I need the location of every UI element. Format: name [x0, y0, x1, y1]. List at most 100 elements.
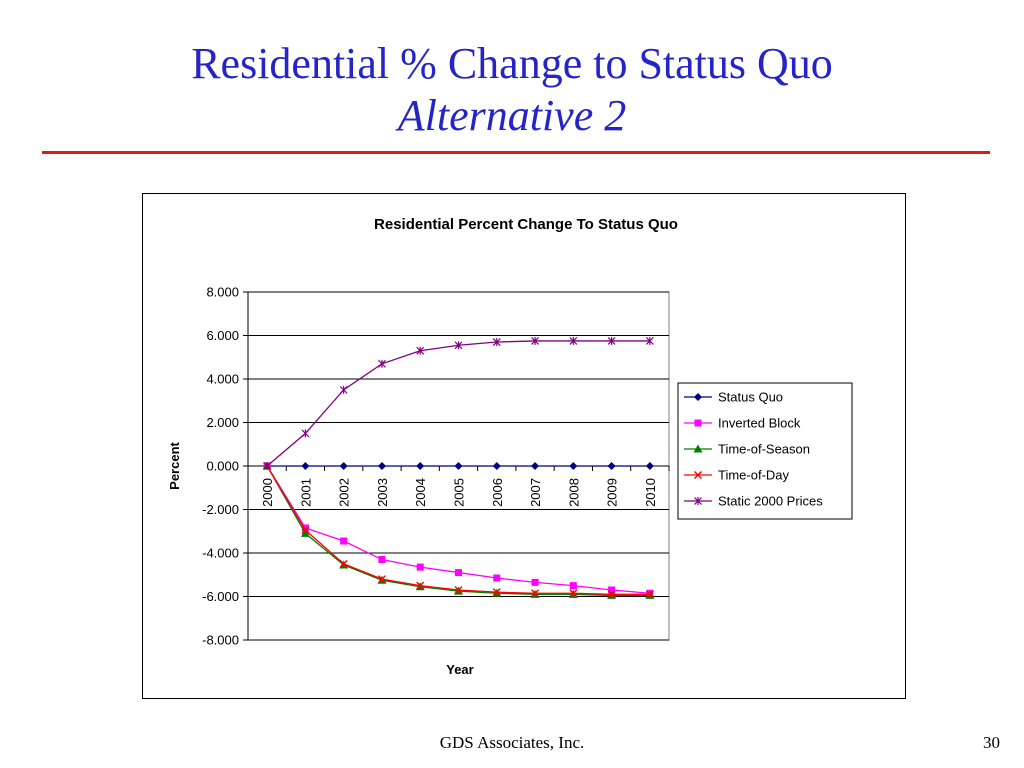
data-point	[607, 590, 616, 599]
chart-frame: Residential Percent Change To Status Quo…	[142, 193, 906, 699]
legend-marker	[693, 444, 703, 453]
marker-stroke	[492, 588, 501, 597]
marker-stroke	[301, 526, 310, 535]
data-point	[416, 346, 425, 355]
data-point	[531, 578, 539, 586]
y-axis-label: Percent	[167, 441, 182, 489]
data-point	[492, 338, 501, 347]
x-tick-label: 2008	[566, 478, 581, 507]
slide-title: Residential % Change to Status Quo Alter…	[0, 38, 1024, 142]
y-tick-label: 4.000	[206, 372, 239, 387]
data-point	[378, 556, 386, 564]
data-point	[378, 359, 386, 368]
data-point	[416, 462, 425, 470]
legend-label: Time-of-Day	[718, 468, 790, 483]
x-tick-label: 2003	[375, 478, 390, 507]
x-tick-label: 2001	[298, 478, 313, 507]
data-point	[645, 336, 654, 345]
legend-label: Time-of-Season	[718, 442, 810, 457]
marker-stroke	[645, 590, 654, 599]
y-tick-label: -4.000	[202, 546, 239, 561]
data-point	[301, 429, 310, 438]
data-point	[531, 589, 540, 598]
data-point	[377, 575, 386, 584]
data-point	[569, 462, 578, 470]
marker-stroke	[454, 585, 463, 594]
legend-item: Time-of-Day	[684, 468, 790, 483]
x-tick-label: 2004	[413, 478, 428, 507]
slide-title-main: Residential % Change to Status Quo	[191, 39, 833, 88]
x-tick-label: 2010	[643, 478, 658, 507]
data-point	[301, 526, 310, 535]
y-tick-label: 0.000	[206, 459, 239, 474]
x-axis-label: Year	[446, 662, 473, 677]
legend-label: Inverted Block	[718, 416, 801, 431]
page-number: 30	[983, 733, 1000, 752]
marker-stroke	[607, 590, 616, 599]
marker-stroke	[416, 581, 425, 590]
legend-marker	[694, 497, 702, 505]
marker-stroke	[377, 575, 386, 584]
data-point	[531, 462, 540, 470]
data-point	[607, 336, 616, 345]
marker-stroke	[339, 559, 348, 568]
x-tick-label: 2005	[452, 478, 467, 507]
x-tick-label: 2007	[528, 478, 543, 507]
data-point	[416, 563, 424, 571]
legend-item: Inverted Block	[684, 416, 801, 431]
legend-marker	[694, 419, 702, 427]
series-time-of-day	[263, 462, 654, 599]
data-point	[569, 582, 577, 590]
series-static-2000-prices	[263, 336, 654, 470]
data-point	[339, 559, 348, 568]
data-point	[645, 590, 654, 599]
y-tick-label: -6.000	[202, 589, 239, 604]
data-point	[493, 574, 501, 582]
data-point	[263, 462, 272, 470]
legend-item: Time-of-Season	[684, 442, 810, 457]
data-point	[608, 586, 616, 594]
marker-stroke	[569, 589, 578, 598]
chart-title: Residential Percent Change To Status Quo	[374, 216, 678, 233]
data-point	[454, 341, 463, 350]
x-tick-label: 2002	[337, 478, 352, 507]
title-divider	[42, 151, 990, 154]
legend-label: Status Quo	[718, 390, 783, 405]
y-tick-label: 2.000	[206, 415, 239, 430]
data-point	[377, 462, 386, 470]
data-point	[301, 524, 309, 532]
y-tick-label: -2.000	[202, 502, 239, 517]
legend-box	[677, 382, 853, 520]
y-tick-label: 8.000	[206, 285, 239, 300]
data-point	[300, 528, 310, 537]
y-tick-label: 6.000	[206, 328, 239, 343]
marker-stroke	[694, 471, 702, 479]
data-point	[492, 462, 501, 470]
data-point	[645, 462, 654, 470]
line-chart: Residential Percent Change To Status Quo…	[167, 216, 853, 677]
legend-label: Static 2000 Prices	[718, 494, 823, 509]
y-tick-label: -8.000	[202, 633, 239, 648]
marker-stroke	[531, 589, 540, 598]
axes: 8.000 6.000 4.000 2.000 0.000 -2.000 -4.000 -6.…	[202, 285, 670, 648]
data-point	[416, 581, 425, 590]
slide-subtitle: Alternative 2	[397, 91, 627, 140]
footer-company: GDS Associates, Inc.	[439, 733, 585, 752]
x-tick-label: 2000	[260, 478, 275, 507]
data-point	[301, 462, 310, 470]
legend: Status Quo Inverted Block Time-of-Season Ti…	[677, 382, 853, 520]
data-point	[339, 462, 348, 470]
x-tick-label: 2009	[605, 478, 620, 507]
data-point	[492, 588, 501, 597]
data-point	[339, 385, 348, 394]
series-line	[266, 340, 650, 467]
data-point	[454, 585, 463, 594]
legend-marker	[694, 471, 702, 479]
series-layer	[262, 336, 655, 599]
data-point	[454, 462, 463, 470]
legend-item: Static 2000 Prices	[684, 494, 823, 509]
data-point	[569, 589, 578, 598]
data-point	[531, 336, 539, 345]
data-point	[569, 336, 578, 345]
series-status-quo	[263, 462, 654, 470]
